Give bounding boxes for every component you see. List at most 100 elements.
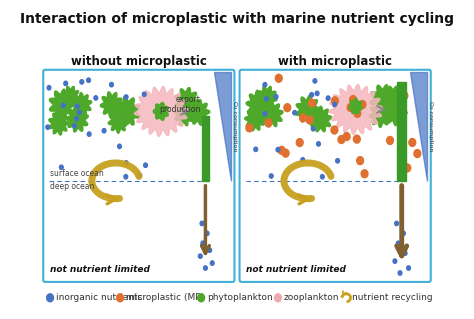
Circle shape [331,97,338,105]
Polygon shape [49,89,75,120]
Circle shape [320,174,324,179]
Circle shape [350,96,356,103]
Circle shape [205,231,209,235]
Text: Interaction of microplastic with marine nutrient cycling: Interaction of microplastic with marine … [20,12,454,26]
Circle shape [331,126,338,134]
Polygon shape [188,100,210,125]
Circle shape [254,147,257,152]
Circle shape [404,164,410,172]
Circle shape [361,170,368,178]
Polygon shape [296,95,320,123]
Bar [398,82,406,181]
Polygon shape [349,99,362,114]
Circle shape [393,259,397,263]
Circle shape [336,159,339,163]
Circle shape [199,254,202,258]
Circle shape [62,103,65,108]
Circle shape [144,163,147,167]
Polygon shape [257,86,277,109]
Polygon shape [310,106,332,132]
Circle shape [94,96,98,100]
Circle shape [401,231,405,235]
Text: nutrient recycling: nutrient recycling [352,293,433,302]
Circle shape [347,103,354,111]
Circle shape [276,147,280,152]
Polygon shape [49,112,69,135]
Polygon shape [100,92,122,117]
Circle shape [300,114,307,122]
Circle shape [293,111,297,115]
Polygon shape [72,93,91,116]
Circle shape [282,149,289,157]
Polygon shape [369,102,392,128]
Circle shape [75,104,79,108]
Circle shape [87,132,91,136]
Text: surface ocean: surface ocean [50,169,104,178]
Polygon shape [175,87,199,116]
Circle shape [338,136,345,144]
Text: inorganic nutrients: inorganic nutrients [56,293,142,302]
Bar [202,116,209,181]
Circle shape [124,174,128,179]
Polygon shape [108,110,128,133]
Text: zooplankton: zooplankton [284,293,339,302]
Circle shape [326,96,330,100]
Circle shape [117,294,124,302]
Text: without microplastic: without microplastic [71,56,207,68]
Circle shape [77,110,81,115]
FancyBboxPatch shape [43,70,235,282]
Circle shape [264,97,268,101]
Circle shape [306,116,313,124]
Text: O₂ consumption: O₂ consumption [428,101,433,152]
Circle shape [357,157,364,165]
Circle shape [46,294,54,302]
Circle shape [401,92,408,100]
Polygon shape [383,98,407,126]
Circle shape [263,83,267,87]
Circle shape [265,119,272,127]
Polygon shape [261,101,283,127]
Circle shape [399,145,405,152]
Circle shape [60,165,63,169]
Circle shape [87,78,91,82]
Polygon shape [114,96,139,127]
Circle shape [407,266,410,270]
Circle shape [301,158,305,162]
Circle shape [313,79,317,83]
Circle shape [403,251,407,255]
Polygon shape [135,86,188,137]
Circle shape [309,99,315,107]
Circle shape [246,124,253,132]
Circle shape [263,112,267,116]
Circle shape [275,74,282,82]
Polygon shape [66,106,88,132]
Polygon shape [174,102,194,126]
Circle shape [284,104,291,112]
Polygon shape [410,72,428,181]
Circle shape [274,94,278,99]
Circle shape [200,221,204,226]
Circle shape [414,150,421,158]
Circle shape [208,248,211,252]
Text: microplastic (MP): microplastic (MP) [126,293,204,302]
Circle shape [80,80,84,84]
Circle shape [75,116,79,121]
FancyBboxPatch shape [239,70,431,282]
Circle shape [354,135,360,143]
Polygon shape [383,86,403,109]
Circle shape [310,93,313,97]
Circle shape [396,241,400,245]
Circle shape [142,92,146,96]
Circle shape [296,138,303,146]
Polygon shape [214,72,231,181]
Circle shape [409,138,416,146]
Circle shape [269,174,273,178]
Circle shape [333,102,337,107]
Text: deep ocean: deep ocean [50,182,94,191]
Circle shape [201,241,205,245]
Circle shape [109,82,113,87]
Circle shape [64,81,68,85]
Circle shape [395,221,399,226]
Circle shape [124,161,128,165]
Circle shape [351,100,358,108]
